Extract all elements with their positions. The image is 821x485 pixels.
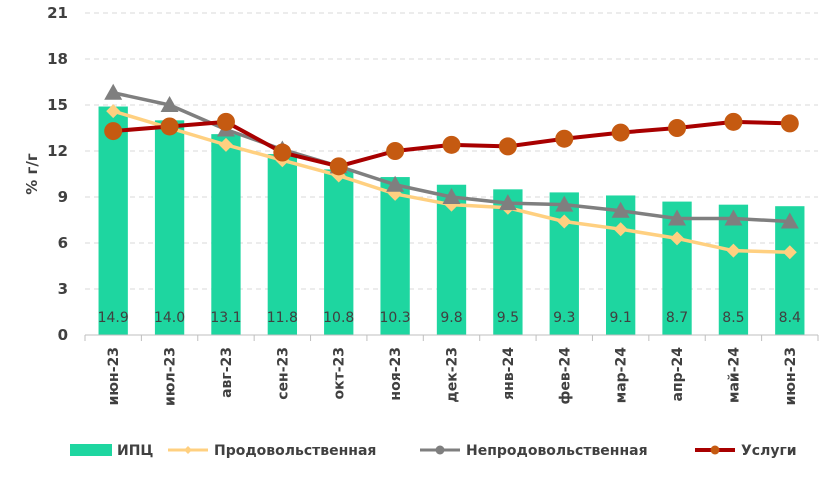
cpi-bars bbox=[98, 106, 805, 336]
x-tick-label: янв-24 bbox=[501, 347, 517, 400]
series-point bbox=[160, 117, 179, 136]
bar-value-label: 14.9 bbox=[98, 310, 129, 326]
cpi-bar bbox=[324, 169, 354, 335]
series-point bbox=[386, 175, 405, 192]
series-point bbox=[104, 83, 123, 100]
bar-value-label: 8.7 bbox=[666, 310, 688, 326]
series-point bbox=[555, 195, 574, 212]
legend-item: ИПЦ bbox=[70, 443, 153, 459]
cpi-bar bbox=[211, 134, 241, 335]
bar-value-label: 9.5 bbox=[497, 310, 519, 326]
cpi-bar bbox=[267, 154, 298, 335]
series-point bbox=[611, 201, 630, 218]
bar-value-label: 10.8 bbox=[323, 310, 354, 326]
cpi-bar bbox=[380, 177, 410, 335]
legend-swatch bbox=[70, 444, 112, 456]
legend-label: ИПЦ bbox=[117, 443, 153, 459]
bar-value-label: 14.0 bbox=[154, 310, 185, 326]
cpi-bar bbox=[718, 204, 749, 335]
series-point bbox=[557, 214, 572, 229]
legend: ИПЦ Продовольственная Непродовольственная У… bbox=[70, 443, 797, 459]
x-tick-label: июн-23 bbox=[783, 347, 799, 405]
series-point bbox=[442, 135, 461, 154]
bar-value-label: 8.5 bbox=[722, 310, 744, 326]
bar-value-label: 9.8 bbox=[440, 310, 462, 326]
x-tick-label: июн-23 bbox=[106, 347, 122, 405]
series-point bbox=[668, 209, 687, 226]
x-tick-label: май-24 bbox=[726, 347, 742, 403]
y-tick-label: 6 bbox=[58, 234, 68, 252]
series-point bbox=[670, 231, 685, 246]
series-point bbox=[555, 129, 574, 148]
x-tick-label: окт-23 bbox=[332, 347, 348, 400]
bar-value-label: 9.1 bbox=[610, 310, 632, 326]
legend-item: Продовольственная bbox=[168, 443, 376, 459]
series-point bbox=[498, 194, 517, 211]
legend-marker bbox=[435, 445, 445, 455]
legend-item: Услуги bbox=[695, 443, 797, 459]
series-point bbox=[613, 222, 628, 237]
line-series bbox=[104, 83, 799, 260]
series-point bbox=[273, 143, 292, 162]
bar-data-labels: 14.9 14.0 13.1 11.8 10.8 10.3 9.8 9.5 9.3 9.1 8.7 8… bbox=[98, 310, 801, 326]
legend-marker bbox=[710, 445, 720, 455]
y-tick-label: 9 bbox=[58, 188, 68, 206]
y-tick-label: 21 bbox=[47, 4, 68, 22]
bar-value-label: 10.3 bbox=[380, 310, 411, 326]
series-point bbox=[780, 212, 799, 229]
x-tick-label: сен-23 bbox=[275, 347, 291, 400]
legend-item: Непродовольственная bbox=[420, 443, 648, 459]
bar-value-label: 8.4 bbox=[779, 310, 801, 326]
legend-marker bbox=[184, 446, 192, 454]
bar-value-label: 11.8 bbox=[267, 310, 298, 326]
legend-label: Услуги bbox=[741, 443, 797, 459]
x-tick-label: авг-23 bbox=[219, 347, 235, 398]
cpi-bar bbox=[98, 106, 128, 336]
series-point bbox=[498, 137, 517, 156]
x-tick-label: апр-24 bbox=[670, 347, 686, 402]
x-axis: июн-23 июл-23 авг-23 сен-23 окт-23 ноя-23 дек-… bbox=[84, 334, 819, 406]
series-2 bbox=[104, 112, 799, 176]
series-point bbox=[386, 142, 405, 160]
series-point bbox=[442, 188, 461, 204]
series-point bbox=[160, 96, 179, 112]
y-axis: 0 3 6 9 12 15 18 21 bbox=[47, 4, 68, 344]
x-tick-label: ноя-23 bbox=[388, 347, 404, 401]
y-tick-label: 18 bbox=[47, 50, 68, 68]
x-tick-label: фев-24 bbox=[557, 347, 573, 405]
bar-value-label: 13.1 bbox=[210, 310, 241, 326]
series-point bbox=[611, 123, 630, 142]
series-point bbox=[668, 119, 687, 137]
series-point bbox=[724, 209, 743, 226]
series-point bbox=[216, 112, 235, 131]
legend-label: Непродовольственная bbox=[466, 443, 648, 459]
series-point bbox=[329, 157, 348, 176]
x-tick-label: дек-23 bbox=[445, 347, 461, 403]
bar-value-label: 9.3 bbox=[553, 310, 575, 326]
y-tick-label: 12 bbox=[47, 142, 68, 160]
series-point bbox=[782, 245, 797, 260]
y-axis-label: % г/г bbox=[23, 153, 41, 195]
x-tick-label: июл-23 bbox=[163, 347, 179, 406]
series-point bbox=[724, 112, 743, 131]
y-tick-label: 15 bbox=[47, 96, 68, 114]
legend-label: Продовольственная bbox=[214, 443, 376, 459]
cpi-bar bbox=[154, 120, 185, 335]
series-point bbox=[104, 122, 123, 141]
series-point bbox=[218, 137, 233, 152]
series-point bbox=[780, 114, 799, 133]
cpi-bar bbox=[605, 195, 636, 335]
y-tick-label: 3 bbox=[58, 280, 68, 298]
series-point bbox=[726, 243, 741, 258]
series-point bbox=[106, 104, 121, 119]
y-tick-label: 0 bbox=[58, 326, 68, 344]
x-tick-label: мар-24 bbox=[614, 347, 630, 403]
